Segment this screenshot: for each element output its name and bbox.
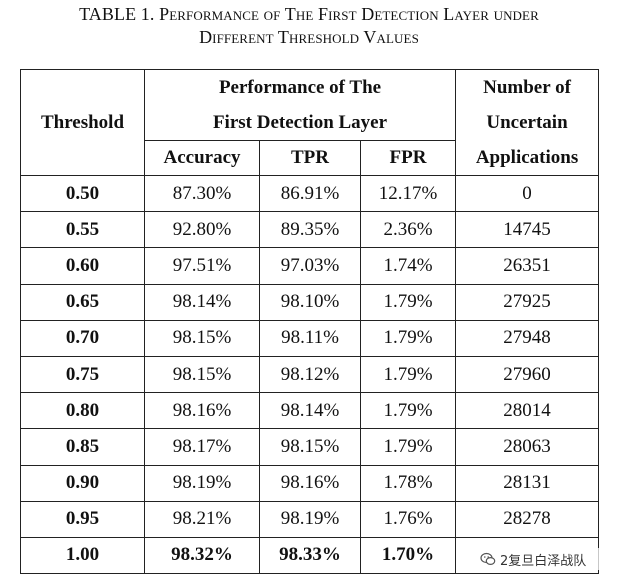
header-uncertain: Number of Uncertain Applications bbox=[455, 69, 600, 176]
cell-threshold: 0.50 bbox=[20, 174, 145, 213]
watermark: 2复旦白泽战队 bbox=[480, 548, 616, 570]
cell-fpr: 1.79% bbox=[359, 392, 457, 430]
cell-tpr: 98.12% bbox=[259, 355, 361, 394]
cell-accuracy: 98.15% bbox=[144, 319, 260, 357]
header-group: Performance of The First Detection Layer bbox=[143, 69, 457, 141]
cell-fpr: 1.79% bbox=[359, 355, 457, 394]
cell-threshold: 0.80 bbox=[20, 392, 145, 430]
cell-uncertain: 28063 bbox=[455, 428, 600, 466]
cell-uncertain: 28131 bbox=[455, 464, 600, 502]
cell-threshold: 0.55 bbox=[20, 211, 145, 249]
table-row: 0.65 98.14% 98.10% 1.79% 27925 bbox=[20, 283, 600, 321]
cell-uncertain: 27960 bbox=[455, 355, 600, 394]
cell-tpr: 98.19% bbox=[259, 500, 361, 538]
cell-accuracy: 87.30% bbox=[144, 174, 260, 213]
table-row: 0.70 98.15% 98.11% 1.79% 27948 bbox=[20, 319, 600, 357]
table-row: 1.00 98.32% 98.33% 1.70% bbox=[20, 536, 600, 575]
table-row: 0.95 98.21% 98.19% 1.76% 28278 bbox=[20, 500, 600, 538]
cell-threshold: 0.90 bbox=[20, 464, 145, 502]
cell-tpr: 98.11% bbox=[259, 319, 361, 357]
table-row: 0.55 92.80% 89.35% 2.36% 14745 bbox=[20, 211, 600, 249]
cell-accuracy: 98.17% bbox=[144, 428, 260, 466]
table-row: 0.90 98.19% 98.16% 1.78% 28131 bbox=[20, 464, 600, 502]
header-uncertain-line-2: Uncertain bbox=[486, 112, 568, 133]
cell-uncertain: 27925 bbox=[455, 283, 600, 321]
table-row: 0.60 97.51% 97.03% 1.74% 26351 bbox=[20, 247, 600, 285]
wechat-icon bbox=[480, 552, 496, 566]
header-tpr: TPR bbox=[259, 140, 361, 176]
cell-uncertain: 28014 bbox=[455, 392, 600, 430]
cell-fpr: 1.74% bbox=[359, 247, 457, 285]
cell-fpr: 1.79% bbox=[359, 283, 457, 321]
cell-tpr: 98.14% bbox=[259, 392, 361, 430]
table-row: 0.50 87.30% 86.91% 12.17% 0 bbox=[20, 174, 600, 213]
cell-tpr: 98.16% bbox=[259, 464, 361, 502]
caption-title-1: Performance of The First Detection Layer… bbox=[159, 4, 539, 24]
cell-threshold: 0.75 bbox=[20, 355, 145, 394]
table-body: 0.50 87.30% 86.91% 12.17% 0 0.55 92.80% 89.35% 2… bbox=[20, 174, 600, 575]
table-row: 0.85 98.17% 98.15% 1.79% 28063 bbox=[20, 428, 600, 466]
cell-tpr: 98.33% bbox=[259, 536, 361, 575]
cell-threshold: 0.65 bbox=[20, 283, 145, 321]
cell-accuracy: 97.51% bbox=[144, 247, 260, 285]
cell-uncertain: 0 bbox=[455, 174, 600, 213]
cell-accuracy: 98.19% bbox=[144, 464, 260, 502]
cell-fpr: 1.79% bbox=[359, 319, 457, 357]
cell-fpr: 12.17% bbox=[359, 174, 457, 213]
cell-fpr: 1.70% bbox=[359, 536, 457, 575]
cell-threshold: 1.00 bbox=[20, 536, 145, 575]
header-group-line-1: Performance of The bbox=[218, 77, 382, 98]
cell-accuracy: 92.80% bbox=[144, 211, 260, 249]
caption-line-2: Different Threshold Values bbox=[199, 27, 419, 47]
cell-tpr: 98.10% bbox=[259, 283, 361, 321]
cell-uncertain: 26351 bbox=[455, 247, 600, 285]
cell-fpr: 1.78% bbox=[359, 464, 457, 502]
cell-accuracy: 98.14% bbox=[144, 283, 260, 321]
cell-threshold: 0.95 bbox=[20, 500, 145, 538]
table-row: 0.75 98.15% 98.12% 1.79% 27960 bbox=[20, 355, 600, 394]
cell-accuracy: 98.32% bbox=[144, 536, 260, 575]
cell-accuracy: 98.16% bbox=[144, 392, 260, 430]
cell-tpr: 97.03% bbox=[259, 247, 361, 285]
cell-accuracy: 98.15% bbox=[144, 355, 260, 394]
table-caption: TABLE 1. Performance of The First Detect… bbox=[0, 3, 618, 49]
cell-threshold: 0.85 bbox=[20, 428, 145, 466]
header-group-line-2: First Detection Layer bbox=[212, 112, 388, 133]
table-row: 0.80 98.16% 98.14% 1.79% 28014 bbox=[20, 392, 600, 430]
header-uncertain-line-3: Applications bbox=[475, 147, 579, 168]
cell-tpr: 86.91% bbox=[259, 174, 361, 213]
header-accuracy: Accuracy bbox=[144, 140, 260, 176]
cell-fpr: 1.79% bbox=[359, 428, 457, 466]
caption-line-1: TABLE 1. Performance of The First Detect… bbox=[0, 3, 618, 26]
cell-threshold: 0.70 bbox=[20, 319, 145, 357]
performance-table: Threshold Performance of The First Detec… bbox=[20, 69, 600, 575]
watermark-text: 2复旦白泽战队 bbox=[500, 553, 587, 569]
header-uncertain-line-1: Number of bbox=[483, 77, 571, 98]
header-threshold: Threshold bbox=[20, 69, 145, 176]
cell-threshold: 0.60 bbox=[20, 247, 145, 285]
header-fpr: FPR bbox=[359, 140, 457, 176]
cell-accuracy: 98.21% bbox=[144, 500, 260, 538]
cell-uncertain: 14745 bbox=[455, 211, 600, 249]
cell-uncertain: 27948 bbox=[455, 319, 600, 357]
cell-tpr: 89.35% bbox=[259, 211, 361, 249]
cell-uncertain: 28278 bbox=[455, 500, 600, 538]
cell-tpr: 98.15% bbox=[259, 428, 361, 466]
cell-fpr: 2.36% bbox=[359, 211, 457, 249]
caption-label: TABLE 1. bbox=[79, 4, 155, 24]
cell-fpr: 1.76% bbox=[359, 500, 457, 538]
